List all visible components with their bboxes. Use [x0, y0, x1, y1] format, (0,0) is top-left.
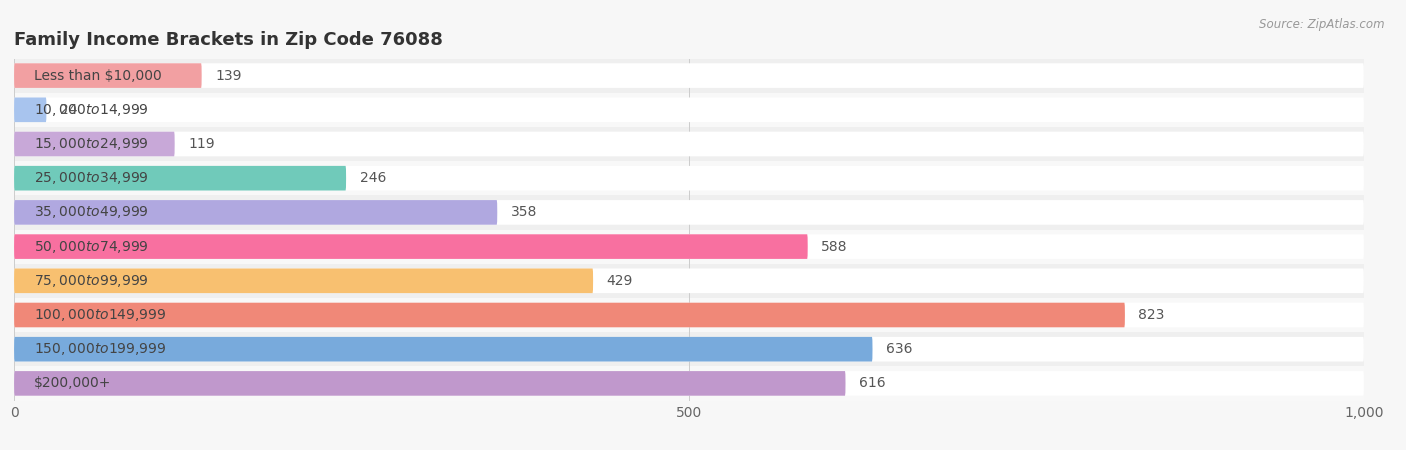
FancyBboxPatch shape	[14, 132, 174, 156]
Bar	[14, 195, 1364, 230]
Text: $100,000 to $149,999: $100,000 to $149,999	[34, 307, 167, 323]
Bar	[14, 264, 1364, 298]
Text: $150,000 to $199,999: $150,000 to $199,999	[34, 341, 167, 357]
FancyBboxPatch shape	[14, 132, 1364, 156]
FancyBboxPatch shape	[14, 63, 1364, 88]
FancyBboxPatch shape	[14, 337, 1364, 361]
Text: 429: 429	[606, 274, 633, 288]
Text: $15,000 to $24,999: $15,000 to $24,999	[34, 136, 149, 152]
FancyBboxPatch shape	[14, 234, 1364, 259]
Bar	[14, 161, 1364, 195]
FancyBboxPatch shape	[14, 234, 807, 259]
Bar	[14, 230, 1364, 264]
Text: Less than $10,000: Less than $10,000	[34, 68, 162, 83]
FancyBboxPatch shape	[14, 371, 1364, 396]
FancyBboxPatch shape	[14, 166, 1364, 190]
Text: 616: 616	[859, 376, 886, 391]
FancyBboxPatch shape	[14, 303, 1364, 327]
FancyBboxPatch shape	[14, 200, 498, 225]
FancyBboxPatch shape	[14, 269, 1364, 293]
FancyBboxPatch shape	[14, 166, 346, 190]
Bar	[14, 366, 1364, 400]
FancyBboxPatch shape	[14, 98, 1364, 122]
FancyBboxPatch shape	[14, 337, 873, 361]
Text: Source: ZipAtlas.com: Source: ZipAtlas.com	[1260, 18, 1385, 31]
FancyBboxPatch shape	[14, 200, 1364, 225]
Text: 358: 358	[510, 205, 537, 220]
Bar	[14, 127, 1364, 161]
Text: $200,000+: $200,000+	[34, 376, 111, 391]
Text: $25,000 to $34,999: $25,000 to $34,999	[34, 170, 149, 186]
FancyBboxPatch shape	[14, 303, 1125, 327]
Text: 823: 823	[1139, 308, 1164, 322]
Text: 24: 24	[60, 103, 77, 117]
Text: $75,000 to $99,999: $75,000 to $99,999	[34, 273, 149, 289]
Text: $35,000 to $49,999: $35,000 to $49,999	[34, 204, 149, 220]
FancyBboxPatch shape	[14, 63, 201, 88]
Bar	[14, 332, 1364, 366]
Text: Family Income Brackets in Zip Code 76088: Family Income Brackets in Zip Code 76088	[14, 31, 443, 49]
Bar	[14, 58, 1364, 93]
Text: 139: 139	[215, 68, 242, 83]
FancyBboxPatch shape	[14, 98, 46, 122]
Bar	[14, 93, 1364, 127]
FancyBboxPatch shape	[14, 371, 845, 396]
Text: 246: 246	[360, 171, 387, 185]
Text: 119: 119	[188, 137, 215, 151]
Text: $10,000 to $14,999: $10,000 to $14,999	[34, 102, 149, 118]
Text: $50,000 to $74,999: $50,000 to $74,999	[34, 238, 149, 255]
Bar	[14, 298, 1364, 332]
FancyBboxPatch shape	[14, 269, 593, 293]
Text: 588: 588	[821, 239, 848, 254]
Text: 636: 636	[886, 342, 912, 356]
